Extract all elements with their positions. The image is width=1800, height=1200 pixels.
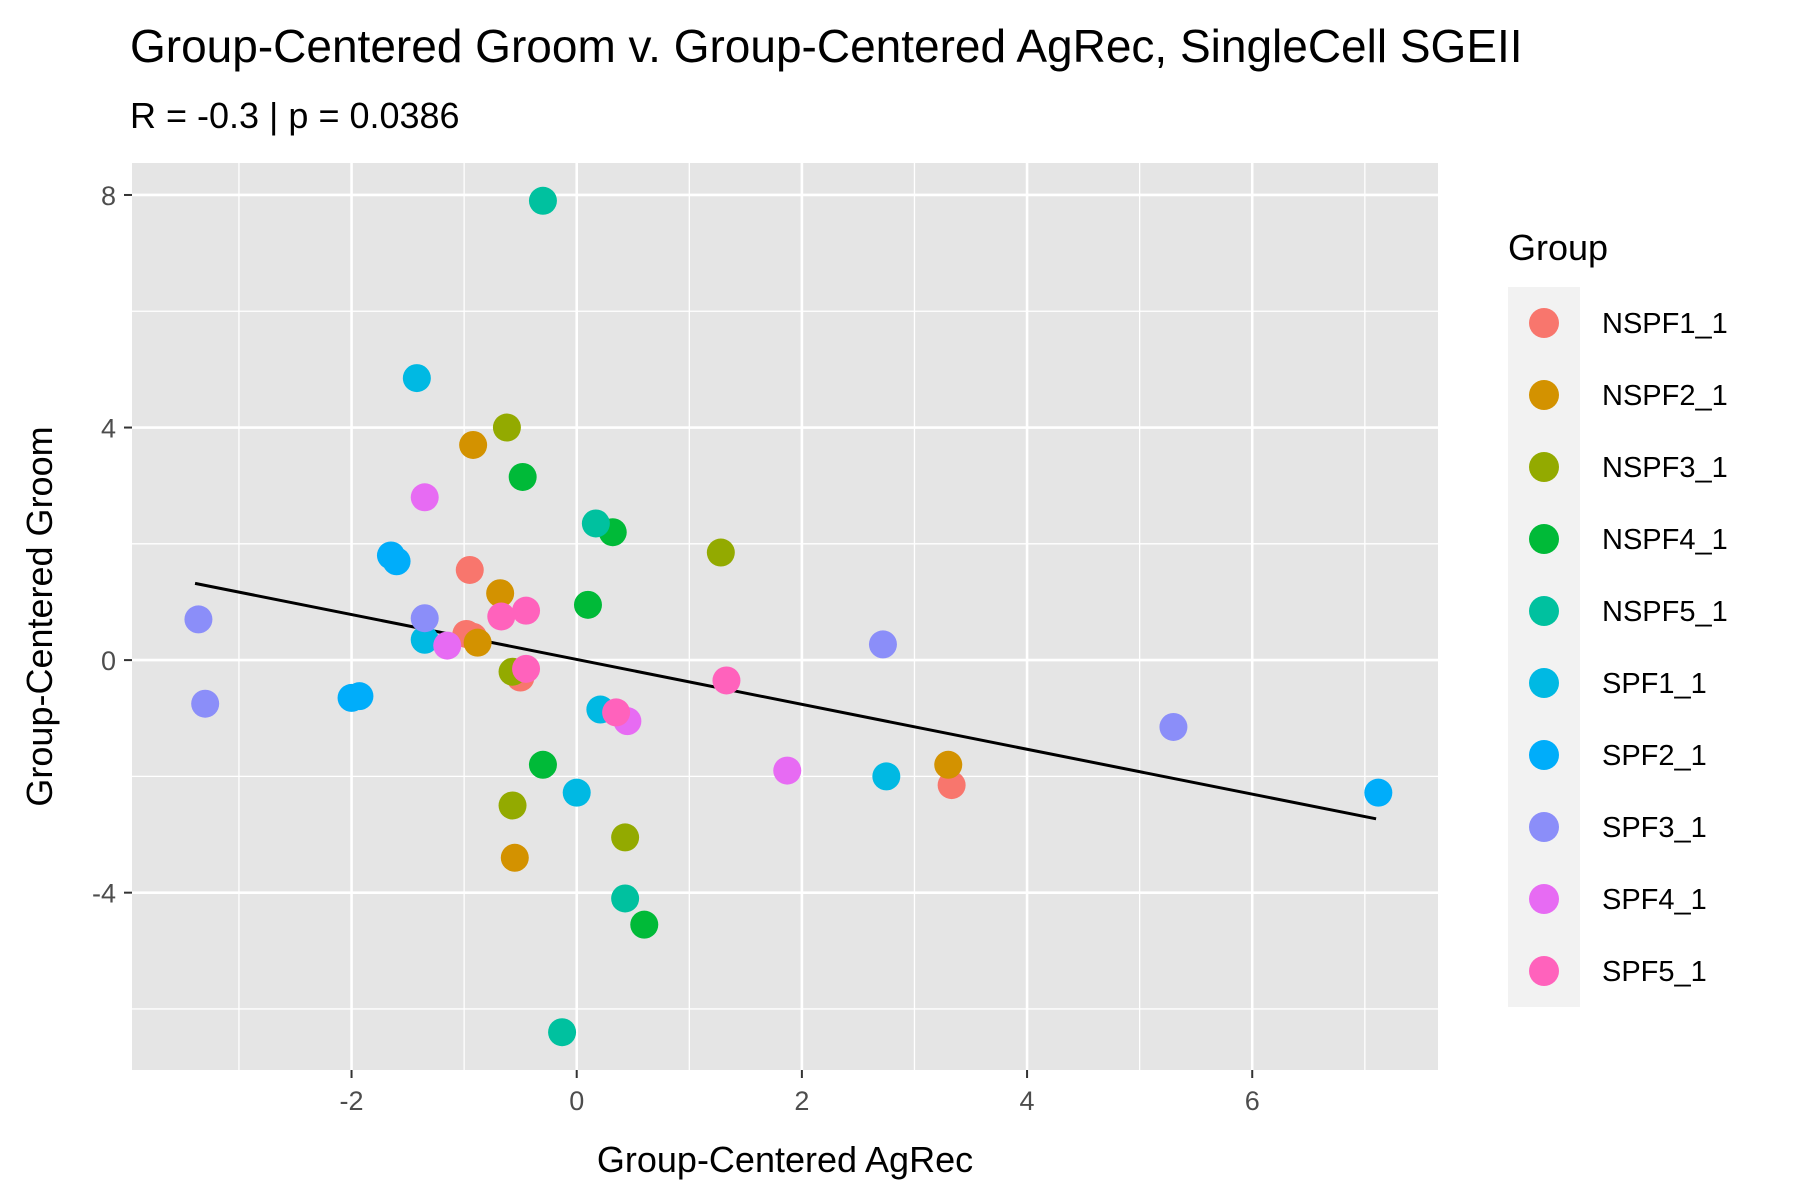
legend-label: NSPF5_1: [1602, 596, 1728, 628]
data-point-spf4-1: [433, 631, 462, 660]
x-tick-label: 4: [1020, 1086, 1035, 1116]
data-point-nspf4-1: [528, 750, 557, 779]
legend-key-nspf1-1: [1529, 308, 1559, 338]
data-point-spf3-1: [410, 604, 439, 633]
data-point-nspf5-1: [611, 884, 640, 913]
data-point-spf3-1: [191, 689, 220, 718]
data-point-spf5-1: [487, 602, 516, 631]
y-tick-label: 0: [101, 646, 116, 676]
data-point-nspf2-1: [934, 750, 963, 779]
data-point-spf2-1: [1364, 778, 1393, 807]
data-point-nspf1-1: [455, 555, 484, 584]
data-point-nspf5-1: [528, 186, 557, 215]
legend-key-spf3-1: [1529, 812, 1559, 842]
data-point-spf3-1: [1159, 712, 1188, 741]
data-point-spf2-1: [382, 547, 411, 576]
data-point-nspf2-1: [463, 628, 492, 657]
data-point-spf1-1: [402, 364, 431, 393]
legend-key-spf5-1: [1529, 956, 1559, 986]
legend-key-nspf3-1: [1529, 452, 1559, 482]
legend-title: Group: [1508, 227, 1608, 268]
data-point-nspf4-1: [508, 462, 537, 491]
x-axis-ticks: -2 0 2 4 6: [340, 1070, 1260, 1116]
legend-label: SPF2_1: [1602, 740, 1707, 772]
y-tick-label: 4: [101, 414, 116, 444]
legend-items: NSPF1_1 NSPF2_1 NSPF3_1 NSPF4_1 NSPF5_1 SPF1_…: [1529, 308, 1728, 988]
data-point-nspf4-1: [630, 910, 659, 939]
plot-panel: [132, 163, 1438, 1070]
data-point-spf3-1: [184, 605, 213, 634]
legend-label: SPF3_1: [1602, 812, 1707, 844]
legend-key-nspf5-1: [1529, 596, 1559, 626]
data-point-spf3-1: [868, 630, 897, 659]
data-point-spf4-1: [410, 483, 439, 512]
data-point-nspf2-1: [459, 430, 488, 459]
legend-key-spf2-1: [1529, 740, 1559, 770]
legend-key-spf1-1: [1529, 668, 1559, 698]
y-axis-title: Group-Centered Groom: [19, 426, 60, 806]
legend-key-nspf2-1: [1529, 380, 1559, 410]
x-axis-title: Group-Centered AgRec: [597, 1139, 973, 1180]
data-points: [184, 186, 1393, 1047]
data-point-spf4-1: [773, 756, 802, 785]
data-point-spf1-1: [872, 762, 901, 791]
legend-key-nspf4-1: [1529, 524, 1559, 554]
y-axis-ticks: -4 0 4 8: [92, 181, 132, 909]
chart-subtitle: R = -0.3 | p = 0.0386: [130, 95, 460, 136]
y-tick-label: -4: [92, 879, 116, 909]
data-point-nspf5-1: [581, 509, 610, 538]
trend-line: [194, 581, 1377, 821]
data-point-nspf3-1: [498, 791, 527, 820]
y-tick-label: 8: [101, 181, 116, 211]
chart-title: Group-Centered Groom v. Group-Centered A…: [130, 20, 1523, 72]
data-point-spf5-1: [712, 666, 741, 695]
data-point-spf1-1: [410, 625, 439, 654]
data-point-nspf4-1: [573, 590, 602, 619]
legend-label: SPF4_1: [1602, 884, 1707, 916]
legend-label: NSPF3_1: [1602, 452, 1728, 484]
data-point-spf5-1: [512, 596, 541, 625]
legend-label: SPF5_1: [1602, 956, 1707, 988]
legend-label: SPF1_1: [1602, 668, 1707, 700]
data-point-nspf3-1: [492, 413, 521, 442]
data-point-nspf3-1: [706, 538, 735, 567]
data-point-spf2-1: [345, 682, 374, 711]
data-point-nspf2-1: [500, 843, 529, 872]
legend-label: NSPF2_1: [1602, 380, 1728, 412]
legend-key-spf4-1: [1529, 884, 1559, 914]
x-tick-label: 2: [794, 1086, 809, 1116]
data-point-nspf2-1: [486, 579, 515, 608]
legend-label: NSPF4_1: [1602, 524, 1728, 556]
legend: Group NSPF1_1 NSPF2_1 NSPF3_1 NSPF4_1 NSPF5_…: [1508, 227, 1728, 1007]
data-point-nspf5-1: [548, 1018, 577, 1047]
legend-label: NSPF1_1: [1602, 308, 1728, 340]
minor-gridlines: [132, 163, 1438, 1070]
x-tick-label: -2: [340, 1086, 364, 1116]
data-point-spf1-1: [562, 778, 591, 807]
data-point-spf5-1: [512, 654, 541, 683]
data-point-spf5-1: [602, 698, 631, 727]
major-gridlines: [132, 163, 1438, 1070]
x-tick-label: 0: [569, 1086, 584, 1116]
x-tick-label: 6: [1245, 1086, 1260, 1116]
data-point-nspf3-1: [611, 823, 640, 852]
